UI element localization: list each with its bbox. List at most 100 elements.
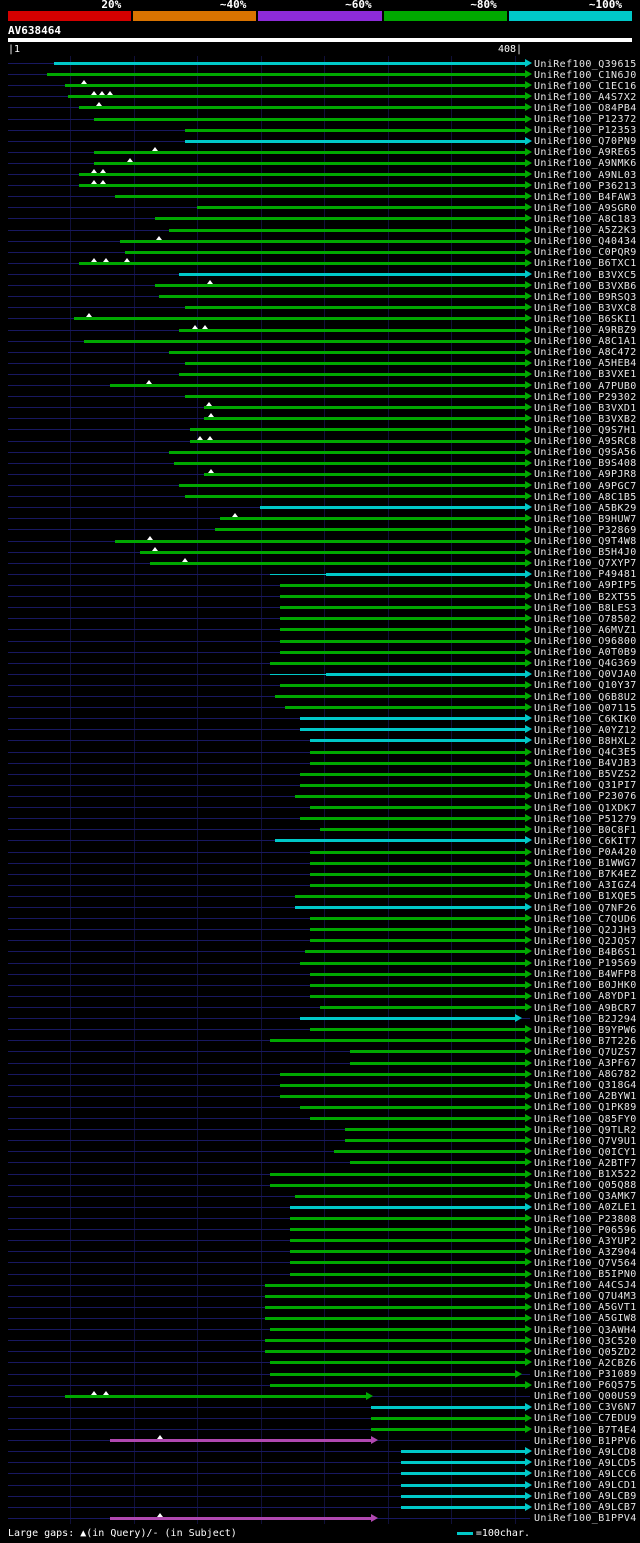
alignment-bar[interactable] — [47, 73, 525, 77]
alignment-bar[interactable] — [197, 206, 525, 210]
alignment-bar[interactable] — [169, 228, 525, 232]
alignment-bar[interactable] — [290, 1205, 525, 1209]
hit-label[interactable]: UniRef100_A5GIW8 — [534, 1313, 637, 1325]
hit-label[interactable]: UniRef100_P6Q575 — [534, 1380, 637, 1392]
alignment-bar[interactable] — [349, 1161, 525, 1165]
hit-label[interactable]: UniRef100_A4S7X2 — [534, 91, 637, 103]
alignment-bar[interactable] — [295, 1194, 525, 1198]
hit-label[interactable]: UniRef100_P19569 — [534, 958, 637, 970]
alignment-bar[interactable] — [310, 983, 525, 987]
alignment-bar[interactable] — [279, 683, 525, 687]
hit-label[interactable]: UniRef100_C6KIT7 — [534, 835, 637, 847]
hit-label[interactable]: UniRef100_Q4C3E5 — [534, 747, 637, 759]
alignment-bar[interactable] — [279, 1094, 525, 1098]
alignment-bar[interactable] — [74, 317, 525, 321]
alignment-bar[interactable] — [300, 783, 525, 787]
alignment-bar[interactable] — [320, 1006, 525, 1009]
alignment-bar[interactable] — [84, 339, 525, 343]
alignment-bar[interactable] — [79, 184, 525, 188]
alignment-bar[interactable] — [274, 839, 525, 843]
alignment-bar[interactable] — [155, 284, 525, 288]
hit-label[interactable]: UniRef100_Q7U4M3 — [534, 1291, 637, 1303]
hit-label[interactable]: UniRef100_Q7NF26 — [534, 902, 637, 914]
alignment-bar[interactable] — [349, 1061, 525, 1065]
alignment-bar[interactable] — [269, 1183, 525, 1187]
hit-label[interactable]: UniRef100_Q9TLR2 — [534, 1124, 637, 1136]
hit-label[interactable]: UniRef100_Q3AMK7 — [534, 1191, 637, 1203]
alignment-bar[interactable] — [169, 450, 525, 454]
alignment-bar[interactable] — [159, 295, 525, 299]
hit-label[interactable]: UniRef100_B9YPW6 — [534, 1024, 637, 1036]
alignment-bar[interactable] — [65, 84, 525, 88]
hit-label[interactable]: UniRef100_B0JHK0 — [534, 980, 637, 992]
hit-label[interactable]: UniRef100_P32869 — [534, 524, 637, 536]
hit-label[interactable]: UniRef100_Q70PN9 — [534, 136, 637, 148]
hit-label[interactable]: UniRef100_B4B6S1 — [534, 946, 637, 958]
hit-label[interactable]: UniRef100_B7T226 — [534, 1035, 637, 1047]
hit-label[interactable]: UniRef100_C1N6J0 — [534, 69, 637, 81]
alignment-bar[interactable] — [189, 428, 525, 432]
alignment-bar[interactable] — [310, 917, 525, 921]
hit-label[interactable]: UniRef100_A6MVZ1 — [534, 624, 637, 636]
hit-label[interactable]: UniRef100_B9HUW7 — [534, 513, 637, 525]
hit-label[interactable]: UniRef100_A7PUB0 — [534, 380, 637, 392]
hit-label[interactable]: UniRef100_Q9T4W8 — [534, 536, 637, 548]
alignment-bar[interactable] — [300, 772, 525, 776]
alignment-bar[interactable] — [310, 972, 525, 976]
alignment-bar[interactable] — [109, 1516, 372, 1520]
hit-label[interactable]: UniRef100_B7K4EZ — [534, 869, 637, 881]
hit-label[interactable]: UniRef100_B3VXE1 — [534, 369, 637, 381]
hit-label[interactable]: UniRef100_B1XQE5 — [534, 891, 637, 903]
hit-label[interactable]: UniRef100_C7EDU9 — [534, 1413, 637, 1425]
alignment-bar[interactable] — [310, 750, 525, 754]
hit-label[interactable]: UniRef100_Q31PI7 — [534, 780, 637, 792]
hit-label[interactable]: UniRef100_A9PIP5 — [534, 580, 637, 592]
hit-label[interactable]: UniRef100_Q318G4 — [534, 1080, 637, 1092]
alignment-bar[interactable] — [290, 1272, 525, 1276]
alignment-bar[interactable] — [300, 1105, 525, 1109]
alignment-bar[interactable] — [184, 139, 525, 143]
hit-label[interactable]: UniRef100_A9LCB7 — [534, 1502, 637, 1514]
hit-label[interactable]: UniRef100_B1X522 — [534, 1169, 637, 1181]
hit-label[interactable]: UniRef100_A2CBZ6 — [534, 1357, 637, 1369]
hit-label[interactable]: UniRef100_P36213 — [534, 180, 637, 192]
hit-label[interactable]: UniRef100_B1PPV6 — [534, 1435, 637, 1447]
alignment-bar[interactable] — [179, 372, 525, 376]
hit-label[interactable]: UniRef100_A9LCB9 — [534, 1491, 637, 1503]
hit-label[interactable]: UniRef100_A4CSJ4 — [534, 1280, 637, 1292]
hit-label[interactable]: UniRef100_B5IPN0 — [534, 1269, 637, 1281]
alignment-bar[interactable] — [203, 406, 525, 410]
alignment-bar[interactable] — [269, 1372, 515, 1376]
alignment-bar[interactable] — [269, 1361, 525, 1365]
hit-label[interactable]: UniRef100_O84PB4 — [534, 102, 637, 114]
hit-label[interactable]: UniRef100_B6TXC1 — [534, 258, 637, 270]
alignment-bar[interactable] — [259, 506, 525, 510]
hit-label[interactable]: UniRef100_O78502 — [534, 613, 637, 625]
alignment-bar[interactable] — [220, 517, 525, 521]
alignment-bar[interactable] — [79, 261, 525, 265]
alignment-bar[interactable] — [284, 706, 525, 710]
alignment-bar[interactable] — [334, 1150, 525, 1154]
hit-label[interactable]: UniRef100_A9PGC7 — [534, 480, 637, 492]
alignment-bar[interactable] — [400, 1494, 525, 1498]
hit-label[interactable]: UniRef100_C6KIK0 — [534, 713, 637, 725]
hit-label[interactable]: UniRef100_Q9S7H1 — [534, 424, 637, 436]
alignment-bar[interactable] — [371, 1405, 525, 1409]
alignment-bar[interactable] — [65, 1394, 367, 1398]
alignment-bar[interactable] — [279, 1072, 525, 1076]
alignment-bar[interactable] — [310, 850, 525, 854]
hit-label[interactable]: UniRef100_P23076 — [534, 791, 637, 803]
hit-label[interactable]: UniRef100_Q4G369 — [534, 658, 637, 670]
hit-label[interactable]: UniRef100_Q9SA56 — [534, 447, 637, 459]
hit-label[interactable]: UniRef100_B2J294 — [534, 1013, 637, 1025]
hit-label[interactable]: UniRef100_Q1XDK7 — [534, 802, 637, 814]
alignment-bar[interactable] — [310, 806, 525, 810]
alignment-bar[interactable] — [279, 595, 525, 599]
hit-label[interactable]: UniRef100_B7T4E4 — [534, 1424, 637, 1436]
hit-label[interactable]: UniRef100_O96800 — [534, 636, 637, 647]
alignment-bar[interactable] — [400, 1450, 525, 1454]
alignment-bar[interactable] — [305, 950, 525, 954]
alignment-bar[interactable] — [310, 761, 525, 765]
hit-label[interactable]: UniRef100_B8HXL2 — [534, 735, 637, 747]
hit-label[interactable]: UniRef100_B3VXC5 — [534, 269, 637, 281]
